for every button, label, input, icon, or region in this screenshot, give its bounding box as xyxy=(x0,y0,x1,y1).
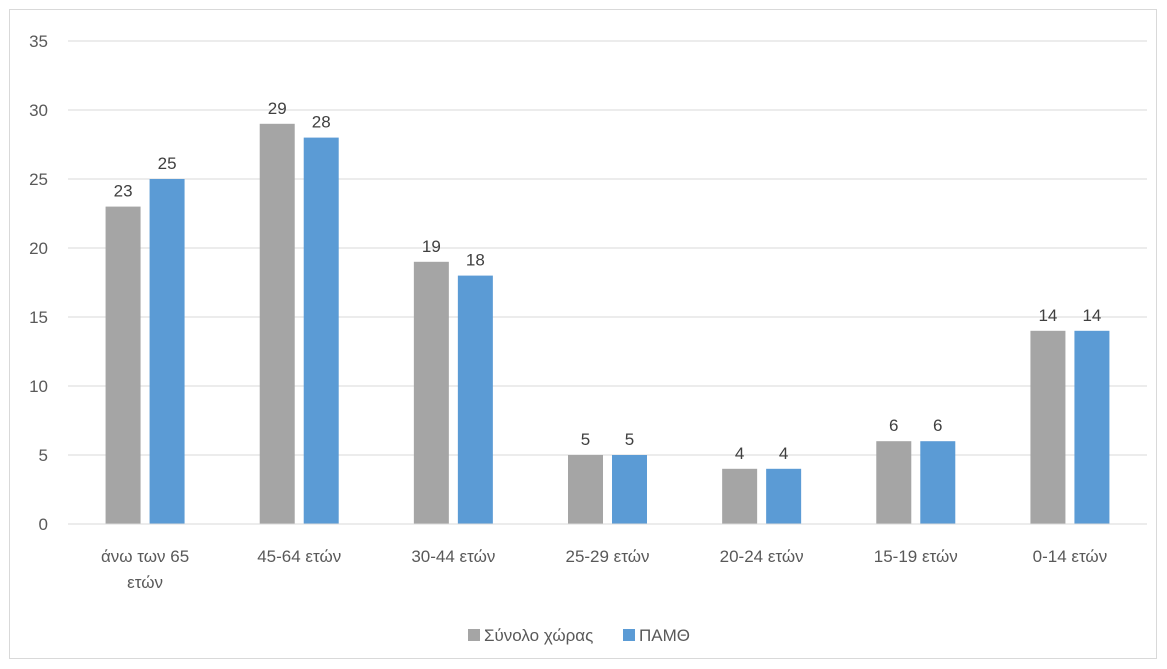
data-label: 6 xyxy=(889,416,898,435)
bar-national-1 xyxy=(259,123,295,525)
y-tick-label: 35 xyxy=(29,32,48,51)
x-tick-label: 30-44 ετών xyxy=(411,547,495,566)
bar-pamth-4 xyxy=(766,468,802,524)
data-label: 14 xyxy=(1082,306,1101,325)
bar-national-0 xyxy=(105,206,141,524)
y-tick-label: 20 xyxy=(29,239,48,258)
bar-pamth-3 xyxy=(612,455,647,524)
x-tick-label: 0-14 ετών xyxy=(1033,547,1108,566)
bars xyxy=(105,123,1110,525)
x-tick-label: 25-29 ετών xyxy=(565,547,649,566)
x-tick-label: ετών xyxy=(127,573,163,592)
data-label: 25 xyxy=(158,154,177,173)
bar-pamth-6 xyxy=(1074,330,1110,524)
x-tick-label: 20-24 ετών xyxy=(720,547,804,566)
x-tick-label: άνω των 65 xyxy=(101,547,189,566)
bar-pamth-5 xyxy=(920,441,956,524)
y-tick-label: 10 xyxy=(29,377,48,396)
legend-label-1: ΠΑΜΘ xyxy=(639,626,690,645)
bar-national-4 xyxy=(722,468,758,524)
data-label: 4 xyxy=(735,444,744,463)
data-label: 6 xyxy=(933,416,942,435)
bar-pamth-1 xyxy=(303,137,339,524)
bar-pamth-0 xyxy=(149,179,185,524)
gridlines xyxy=(68,40,1147,456)
data-label: 5 xyxy=(625,430,634,449)
data-label: 28 xyxy=(312,113,331,132)
chart-frame xyxy=(9,9,1157,659)
legend: Σύνολο χώρας ΠΑΜΘ xyxy=(468,626,690,645)
legend-swatch-1 xyxy=(623,629,635,641)
bar-national-5 xyxy=(876,441,912,524)
axes: 0 5 10 15 20 25 30 35 άνω των 65 ετών 45-64 ετών 30… xyxy=(29,32,1147,592)
legend-label-0: Σύνολο χώρας xyxy=(484,626,593,645)
data-label: 4 xyxy=(779,444,788,463)
bar-national-6 xyxy=(1030,330,1066,524)
y-tick-label: 15 xyxy=(29,308,48,327)
data-label: 14 xyxy=(1038,306,1057,325)
bar-national-2 xyxy=(413,261,449,524)
data-labels: 23 25 29 28 19 18 5 5 4 4 6 6 14 14 xyxy=(114,99,1102,463)
y-tick-label: 5 xyxy=(39,446,48,465)
bar-pamth-2 xyxy=(457,275,493,524)
data-label: 29 xyxy=(268,99,287,118)
x-tick-label: 15-19 ετών xyxy=(874,547,958,566)
data-label: 5 xyxy=(581,430,590,449)
y-tick-label: 25 xyxy=(29,170,48,189)
x-tick-label: 45-64 ετών xyxy=(257,547,341,566)
data-label: 23 xyxy=(114,182,133,201)
data-label: 19 xyxy=(422,237,441,256)
data-label: 18 xyxy=(466,251,485,270)
y-tick-label: 0 xyxy=(39,515,48,534)
bar-national-3 xyxy=(568,455,603,524)
y-tick-label: 30 xyxy=(29,101,48,120)
legend-swatch-0 xyxy=(468,629,480,641)
